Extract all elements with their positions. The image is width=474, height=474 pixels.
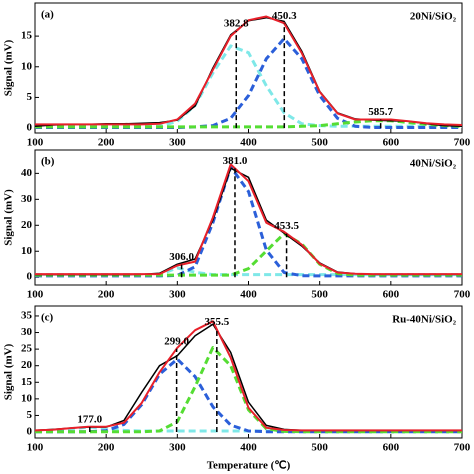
x-tick-label: 400 xyxy=(240,289,257,301)
y-axis-title: Signal (mV) xyxy=(3,39,15,96)
x-tick-label: 200 xyxy=(98,442,115,454)
peak-label: 306.0 xyxy=(169,251,194,263)
x-tick-label: 200 xyxy=(98,289,115,301)
component-curve xyxy=(35,232,462,277)
y-tick-label: 0 xyxy=(27,271,33,283)
signal-curve xyxy=(35,163,462,276)
panel-label: (b) xyxy=(41,156,55,168)
x-tick-label: 700 xyxy=(454,137,471,149)
panel-title: 40Ni/SiO₂ xyxy=(410,158,457,170)
x-tick-label: 300 xyxy=(169,442,186,454)
x-tick-label: 600 xyxy=(383,289,400,301)
x-tick-label: 400 xyxy=(240,442,257,454)
y-tick-label: 40 xyxy=(21,167,33,179)
y-tick-label: 10 xyxy=(21,392,33,404)
x-tick-label: 300 xyxy=(169,137,186,149)
y-tick-label: 10 xyxy=(21,245,33,257)
x-tick-label: 600 xyxy=(383,442,400,454)
y-axis-title: Signal (mV) xyxy=(3,189,15,246)
component-curve xyxy=(35,44,462,128)
y-tick-label: 0 xyxy=(27,426,33,438)
x-tick-label: 400 xyxy=(240,137,257,149)
x-tick-label: 700 xyxy=(454,289,471,301)
y-axis-title: Signal (mV) xyxy=(3,343,15,400)
x-tick-label: 500 xyxy=(311,442,328,454)
signal-curve xyxy=(34,320,462,432)
component-curve xyxy=(35,346,462,434)
x-tick-label: 700 xyxy=(454,442,471,454)
x-tick-label: 200 xyxy=(98,137,115,149)
peak-label: 381.0 xyxy=(223,155,248,167)
y-tick-label: 30 xyxy=(21,326,33,338)
y-tick-label: 0 xyxy=(27,122,33,134)
x-tick-label: 600 xyxy=(383,137,400,149)
y-tick-label: 15 xyxy=(21,30,33,42)
x-tick-label: 500 xyxy=(311,289,328,301)
peak-label: 355.5 xyxy=(204,316,229,328)
peak-label: 453.5 xyxy=(274,220,299,232)
y-tick-label: 25 xyxy=(21,343,33,355)
y-tick-label: 35 xyxy=(21,309,33,321)
peak-label: 585.7 xyxy=(368,106,393,118)
panel-label: (c) xyxy=(41,312,54,324)
plot-frame xyxy=(34,149,463,286)
y-tick-label: 5 xyxy=(27,91,33,103)
signal-curve xyxy=(34,16,463,128)
signal-curve xyxy=(35,167,462,276)
y-tick-label: 30 xyxy=(21,193,33,205)
y-tick-label: 20 xyxy=(21,219,33,231)
y-tick-label: 5 xyxy=(27,409,33,421)
peak-label: 299.0 xyxy=(164,335,189,347)
peak-label: 177.0 xyxy=(77,413,102,425)
y-tick-label: 15 xyxy=(21,376,33,388)
x-tick-label: 100 xyxy=(27,137,44,149)
peak-label: 382.8 xyxy=(224,18,249,30)
x-tick-label: 100 xyxy=(27,442,44,454)
panel-label: (a) xyxy=(41,9,54,21)
panel-title: Ru-40Ni/SiO₂ xyxy=(392,314,457,326)
x-tick-label: 100 xyxy=(27,289,44,301)
x-axis-title: Temperature (℃) xyxy=(207,460,291,472)
x-tick-label: 300 xyxy=(169,289,186,301)
panel-title: 20Ni/SiO₂ xyxy=(410,11,457,23)
y-tick-label: 10 xyxy=(21,60,33,72)
x-tick-label: 500 xyxy=(311,137,328,149)
signal-curve xyxy=(35,15,463,126)
y-tick-label: 20 xyxy=(21,359,33,371)
peak-label: 450.3 xyxy=(272,10,297,22)
